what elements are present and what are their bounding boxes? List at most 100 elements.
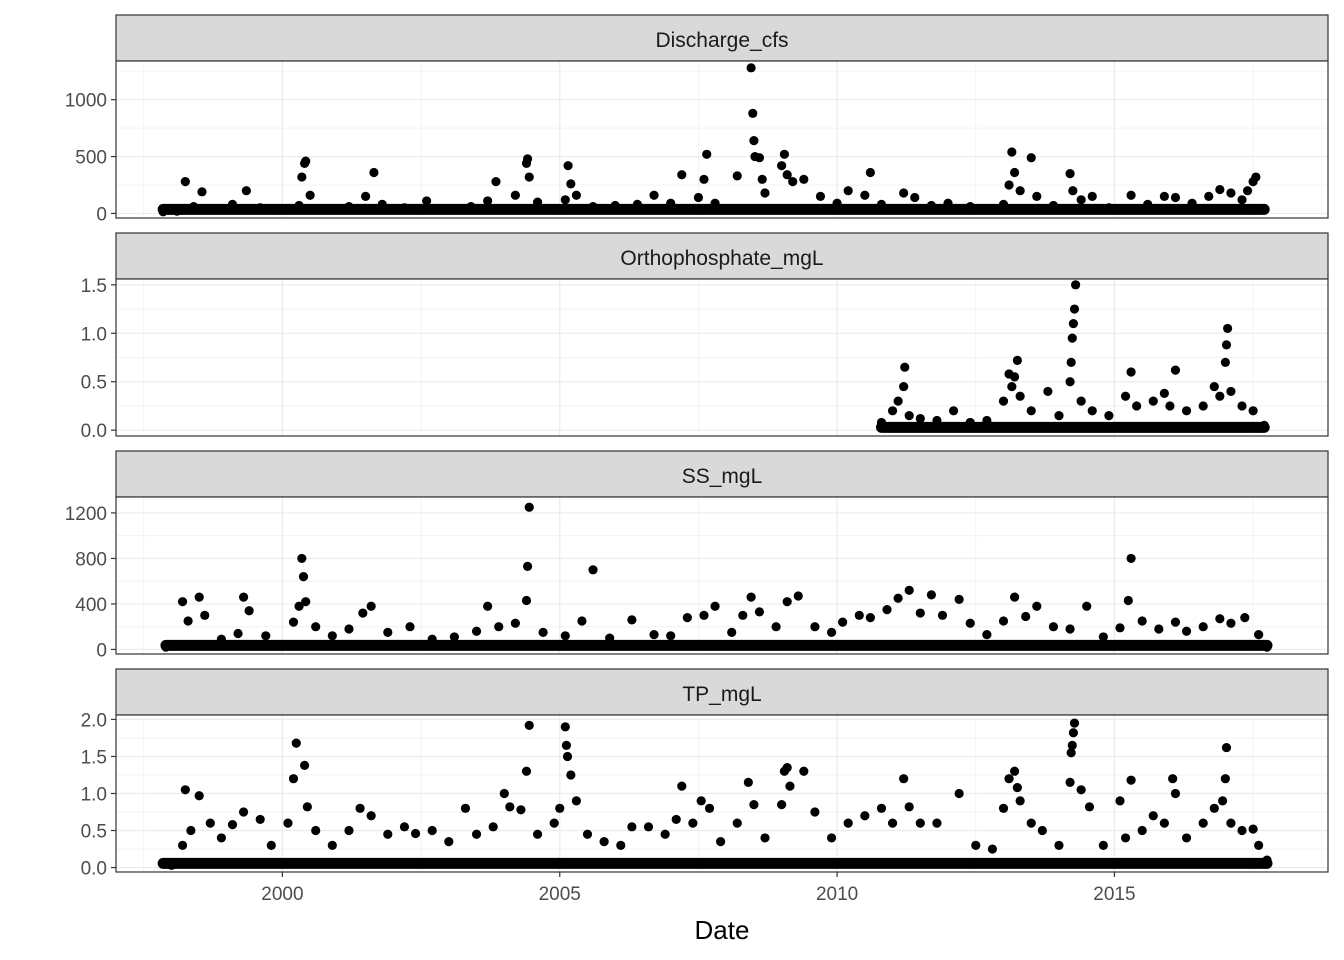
data-point [754,153,765,163]
data-point [1237,401,1247,411]
data-point [466,202,476,212]
data-point [887,818,898,828]
data-point [1181,833,1192,843]
data-point [1065,377,1075,387]
data-point [311,825,321,836]
data-point [943,198,953,208]
data-point [516,805,526,815]
data-point [843,186,853,196]
data-point [560,722,570,732]
data-point [1254,840,1264,850]
data-point [948,406,959,416]
data-point [561,740,572,750]
data-point [301,597,311,607]
data-point [1087,191,1097,201]
data-point [1068,186,1078,196]
data-point [532,829,543,839]
data-point [588,202,598,212]
data-point [865,612,875,623]
data-point [887,406,898,416]
data-point [327,840,337,850]
data-point [161,642,171,652]
data-point [172,206,182,216]
data-point [1009,167,1020,178]
data-point [710,601,720,611]
data-point [904,802,914,812]
data-point [1251,172,1261,182]
data-point [882,605,892,615]
data-point [682,612,692,623]
data-point [499,788,509,799]
data-point [666,631,676,641]
data-point [699,174,709,184]
data-point [244,606,254,616]
data-point [1126,775,1136,785]
data-point [1159,818,1169,828]
data-point [1254,630,1264,640]
data-point [510,618,520,628]
y-tick-label: 1.5 [81,747,107,768]
data-point [1115,796,1125,806]
data-point [1226,386,1236,397]
data-point [197,187,207,197]
data-point [899,774,909,784]
data-point [355,803,365,813]
data-point [738,610,748,620]
y-tick-label: 2.0 [81,710,107,731]
data-point [1009,372,1020,382]
data-point [1181,406,1192,416]
data-point [702,149,712,159]
data-point [954,594,964,604]
data-point [205,818,215,828]
data-point [1220,357,1230,367]
data-point [899,188,909,198]
facet-panel: Discharge_cfs 0 500 1000 [65,14,1329,225]
data-point [444,204,454,214]
panel-border [115,278,1329,437]
data-point [693,192,704,203]
data-point [563,161,573,171]
data-point [494,622,504,632]
data-point [749,136,759,146]
data-point [832,198,842,208]
y-tick-label: 0 [96,640,107,661]
data-point [566,770,576,780]
data-point [1248,406,1258,416]
facet-strip [115,668,1329,716]
data-point [322,204,332,214]
data-point [180,176,190,187]
data-point [532,197,543,207]
data-point [158,859,168,869]
data-point [782,597,792,607]
data-point [799,174,809,184]
data-point [180,785,190,795]
x-tick-label: 2015 [1093,884,1135,905]
data-point [1137,616,1147,626]
data-point [1215,614,1225,624]
data-point [194,791,204,801]
data-point [1054,840,1064,850]
data-point [915,413,925,424]
data-point [660,829,670,839]
data-point [1237,195,1247,205]
data-point [1104,203,1114,213]
data-point [777,161,787,171]
data-point [1084,802,1095,812]
data-point [688,818,698,828]
data-point [932,415,942,426]
data-point [1165,401,1175,411]
data-point [838,617,848,627]
data-point [299,760,310,770]
data-point [1098,840,1108,850]
data-point [627,615,637,625]
data-point [810,807,820,817]
data-point [555,803,565,813]
data-point [1076,785,1086,795]
data-point [854,610,864,620]
data-point [1143,199,1153,209]
data-point [777,800,787,810]
data-point [782,170,792,180]
y-tick-label: 1.0 [81,785,107,806]
data-point [1226,618,1236,628]
